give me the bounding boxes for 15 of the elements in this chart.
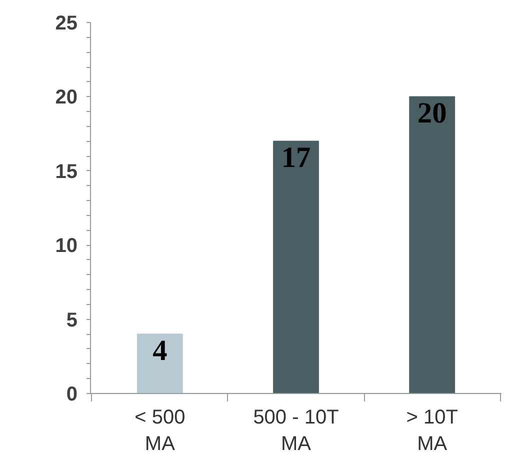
data-label: 20 — [417, 98, 447, 130]
y-tick-label: 0 — [66, 384, 78, 406]
x-tick-label: < 500 MA — [134, 406, 186, 455]
bar — [273, 140, 319, 394]
data-label: 4 — [152, 335, 168, 368]
x-tick-label: 500 - 10T MA — [253, 406, 339, 455]
y-tick-label: 15 — [55, 160, 78, 183]
y-tick-label: 20 — [55, 86, 78, 109]
x-tick-label: > 10T MA — [406, 406, 458, 455]
y-tick-label: 5 — [66, 309, 78, 332]
bar — [409, 96, 456, 394]
y-tick-label: 10 — [55, 235, 78, 258]
bar — [136, 334, 183, 394]
data-label: 17 — [281, 142, 311, 174]
y-tick-label: 25 — [55, 12, 78, 34]
